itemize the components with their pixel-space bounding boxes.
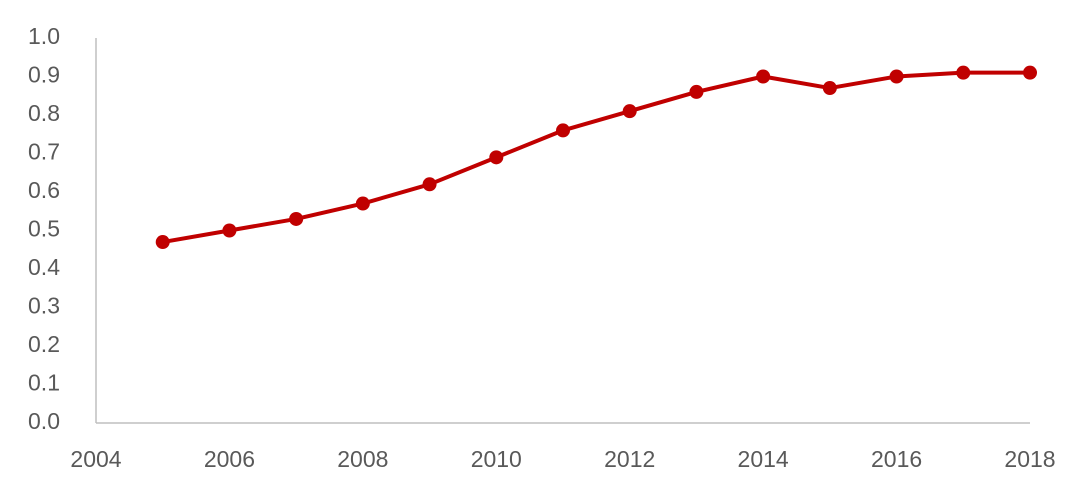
y-tick-label: 0.0 — [28, 408, 60, 434]
x-tick-label: 2010 — [471, 446, 522, 472]
x-tick-label: 2012 — [604, 446, 655, 472]
y-tick-label: 0.9 — [28, 62, 60, 88]
data-point — [556, 123, 570, 138]
x-tick-label: 2018 — [1004, 446, 1055, 472]
data-point — [756, 69, 771, 84]
data-point — [1023, 65, 1037, 80]
x-tick-label: 2008 — [337, 446, 388, 472]
y-tick-label: 0.3 — [28, 293, 60, 319]
x-tick-label: 2016 — [871, 446, 922, 472]
x-tick-label: 2006 — [204, 446, 255, 472]
data-point — [289, 211, 304, 226]
x-tick-label: 2014 — [738, 446, 789, 472]
y-tick-label: 1.0 — [28, 23, 60, 49]
data-point — [155, 235, 170, 250]
y-tick-label: 0.7 — [28, 139, 60, 165]
data-point — [222, 223, 237, 238]
data-point — [689, 84, 704, 99]
data-point — [422, 177, 437, 192]
data-point — [822, 81, 837, 96]
y-tick-label: 0.6 — [28, 177, 60, 203]
data-point — [355, 196, 370, 211]
data-point — [622, 104, 637, 119]
y-tick-label: 0.1 — [28, 370, 60, 396]
y-tick-label: 0.2 — [28, 331, 60, 357]
data-point — [956, 65, 971, 80]
data-point — [889, 69, 904, 84]
y-tick-label: 0.8 — [28, 100, 60, 126]
y-tick-label: 0.4 — [28, 254, 60, 280]
data-line — [162, 70, 1030, 245]
y-tick-label: 0.5 — [28, 216, 60, 242]
data-point — [489, 150, 504, 165]
x-tick-label: 2004 — [70, 446, 121, 472]
